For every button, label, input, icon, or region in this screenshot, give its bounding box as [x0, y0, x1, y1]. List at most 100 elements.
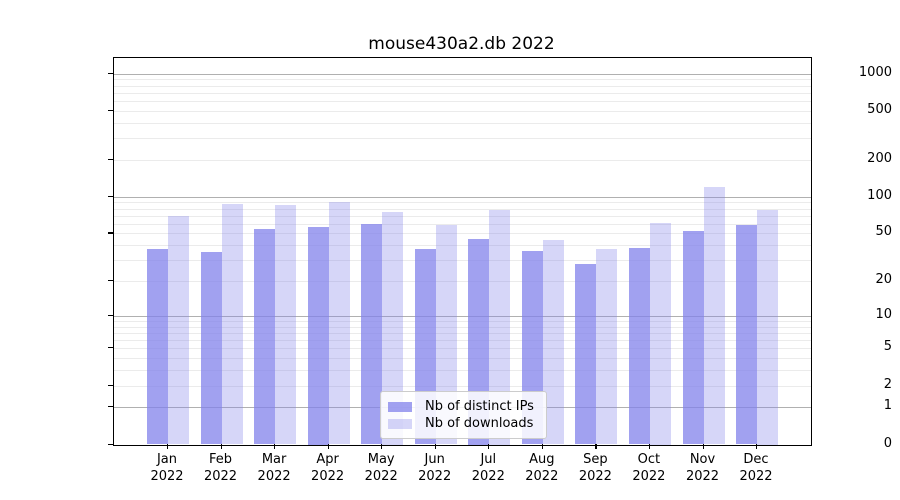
minor-gridline [114, 320, 811, 322]
y-tick-label: 1 [883, 398, 892, 414]
y-tick-mark [108, 347, 113, 349]
minor-gridline [114, 159, 811, 161]
y-tick-label: 10 [875, 306, 892, 322]
minor-gridline [114, 92, 811, 94]
major-gridline [114, 315, 811, 317]
x-tick-label: Aug 2022 [525, 451, 559, 484]
bar-downloads-may [382, 212, 404, 445]
y-tick-mark [108, 443, 113, 445]
y-tick-label: 5 [883, 339, 892, 355]
x-tick-mark [595, 443, 597, 449]
x-tick-mark [274, 443, 276, 449]
major-gridline [114, 73, 811, 75]
x-tick-mark [167, 443, 169, 449]
bar-downloads-oct [649, 223, 671, 445]
x-tick-mark [756, 443, 758, 449]
bar-downloads-feb [221, 204, 243, 445]
x-tick-mark [434, 443, 436, 449]
chart-title: mouse430a2.db 2022 [368, 34, 555, 54]
y-tick-mark [108, 314, 113, 316]
x-tick-label: Sep 2022 [578, 451, 612, 484]
x-tick-mark [488, 443, 490, 449]
y-tick-label: 100 [867, 187, 892, 203]
bar-downloads-sep [596, 249, 618, 445]
bar-distinct-ips-jan [147, 249, 168, 445]
bar-downloads-dec [757, 210, 778, 445]
x-tick-mark [648, 443, 651, 449]
major-gridline [114, 196, 811, 198]
minor-gridline [114, 358, 811, 360]
minor-gridline [114, 233, 811, 235]
x-tick-label: May 2022 [364, 451, 398, 484]
x-tick-label: Jul 2022 [471, 451, 505, 484]
minor-gridline [114, 340, 811, 341]
y-tick-mark [108, 384, 113, 386]
y-tick-mark [108, 406, 113, 408]
minor-gridline [114, 202, 811, 204]
legend-label: Nb of distinct IPs [425, 399, 534, 414]
x-tick-mark [702, 443, 704, 449]
minor-gridline [114, 348, 811, 350]
x-tick-label: Jan 2022 [150, 451, 184, 484]
x-tick-mark [541, 443, 543, 449]
y-tick-mark [108, 158, 113, 160]
x-tick-label: Apr 2022 [311, 451, 345, 484]
y-tick-mark [108, 195, 113, 197]
bar-downloads-apr [328, 202, 350, 445]
y-tick-mark [108, 109, 113, 111]
minor-gridline [114, 215, 811, 217]
minor-gridline [114, 122, 811, 124]
x-tick-label: Nov 2022 [685, 451, 720, 484]
y-tick-mark [108, 280, 113, 282]
legend-item: Nb of distinct IPs [388, 398, 538, 415]
legend-swatch [388, 418, 412, 429]
x-tick-label: Mar 2022 [257, 451, 291, 484]
minor-gridline [114, 208, 811, 210]
bar-downloads-mar [275, 205, 297, 445]
bar-distinct-ips-oct [628, 247, 650, 445]
bar-downloads-jun [435, 224, 457, 445]
y-tick-mark [108, 72, 113, 74]
minor-gridline [114, 223, 811, 225]
minor-gridline [114, 281, 811, 283]
legend-swatch [388, 401, 412, 412]
minor-gridline [114, 326, 811, 328]
x-tick-label: Jun 2022 [418, 451, 452, 484]
y-tick-label: 1000 [858, 64, 892, 80]
bar-distinct-ips-apr [307, 226, 329, 445]
minor-gridline [114, 101, 811, 102]
x-tick-mark [220, 443, 222, 449]
minor-gridline [114, 138, 811, 140]
minor-gridline [114, 370, 811, 372]
bar-downloads-nov [703, 187, 725, 445]
bar-distinct-ips-may [361, 223, 383, 445]
x-tick-label: Feb 2022 [203, 451, 238, 484]
legend-label: Nb of downloads [425, 416, 534, 431]
y-tick-label: 20 [875, 272, 892, 288]
y-tick-label: 200 [867, 150, 892, 166]
legend-item: Nb of downloads [388, 415, 538, 432]
bar-distinct-ips-dec [736, 224, 757, 445]
minor-gridline [114, 85, 811, 87]
minor-gridline [114, 79, 811, 81]
bar-downloads-jan [168, 216, 189, 445]
plot-area: Nb of distinct IPs Nb of downloads [113, 57, 812, 446]
y-tick-label: 0 [883, 435, 892, 451]
minor-gridline [114, 332, 811, 334]
bar-distinct-ips-nov [682, 231, 704, 445]
minor-gridline [114, 110, 811, 112]
y-tick-label: 2 [883, 376, 892, 392]
legend: Nb of distinct IPs Nb of downloads [380, 391, 547, 439]
y-tick-label: 50 [875, 224, 892, 240]
minor-gridline [114, 385, 811, 387]
bar-downloads-jul [489, 210, 511, 445]
minor-gridline [114, 245, 811, 247]
bar-distinct-ips-feb [200, 252, 222, 445]
bar-distinct-ips-mar [254, 229, 276, 445]
x-tick-mark [327, 443, 329, 449]
y-tick-label: 500 [867, 101, 892, 117]
x-tick-label: Oct 2022 [632, 451, 666, 484]
bar-downloads-aug [542, 240, 564, 445]
y-tick-mark [108, 232, 113, 234]
